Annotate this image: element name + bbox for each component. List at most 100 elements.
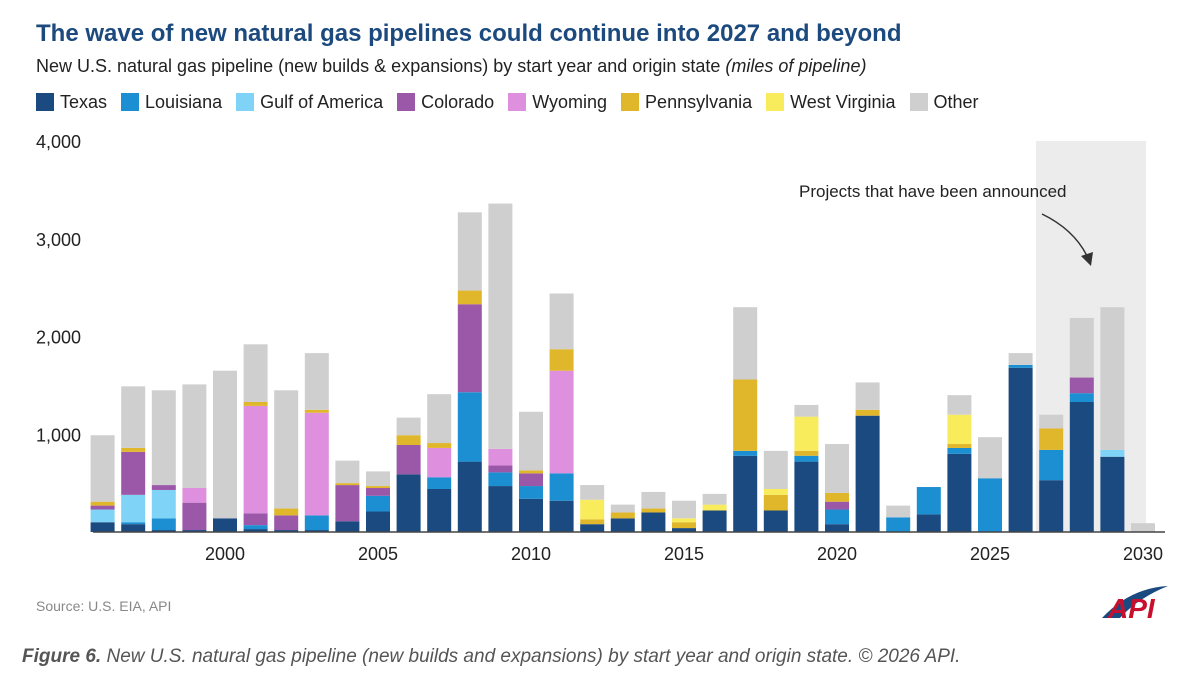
bar-segment-louisiana <box>1008 364 1033 368</box>
bar-segment-other <box>1069 317 1094 378</box>
bar-segment-other <box>274 390 299 509</box>
bar-segment-texas <box>396 474 421 532</box>
bar-segment-texas <box>274 530 299 532</box>
legend-swatch <box>236 93 255 111</box>
bar-segment-other <box>947 395 972 415</box>
bar-segment-other <box>702 493 727 505</box>
annotation-label: Projects that have been announced <box>799 182 1066 201</box>
bar-segment-wyoming <box>243 405 268 514</box>
bar-segment-gulf-of-america <box>90 509 115 523</box>
chart-legend: Texas Louisiana Gulf of America Colorado Wyo… <box>36 90 993 114</box>
bar-segment-texas <box>335 521 360 532</box>
bar-segment-other <box>366 471 390 487</box>
bar-segment-other <box>213 370 237 519</box>
bar-segment-other <box>886 505 911 518</box>
bar-segment-louisiana <box>733 450 758 456</box>
bar-segment-other <box>733 307 758 380</box>
bar-segment-texas <box>121 524 146 532</box>
bar-segment-gulf-of-america <box>1100 449 1125 457</box>
bar-segment-colorado <box>1069 377 1094 394</box>
legend-swatch <box>121 93 140 111</box>
bar-segment-texas <box>672 528 696 532</box>
bar-segment-texas <box>549 500 574 532</box>
bar-segment-other <box>763 450 788 489</box>
bar-segment-pennsylvania <box>947 444 972 448</box>
bar-segment-west-virginia <box>947 414 972 445</box>
bar-segment-gulf-of-america <box>151 489 176 519</box>
bar-segment-louisiana <box>366 495 390 512</box>
x-tick-label: 2000 <box>205 544 245 564</box>
legend-item: Gulf of America <box>236 92 383 113</box>
x-tick-label: 2030 <box>1123 544 1163 564</box>
bar-segment-colorado <box>182 502 207 531</box>
bar-segment-texas <box>90 522 115 532</box>
legend-swatch <box>397 93 416 111</box>
bar-segment-pennsylvania <box>90 501 115 506</box>
bar-segment-pennsylvania <box>855 409 880 416</box>
bar-segment-other <box>427 394 452 444</box>
legend-swatch <box>909 93 928 111</box>
bar-segment-louisiana <box>151 518 176 531</box>
legend-item: Louisiana <box>121 92 222 113</box>
bar-segment-pennsylvania <box>733 379 758 451</box>
bar-segment-other <box>1100 307 1125 450</box>
bar-segment-colorado <box>243 513 268 526</box>
bar-segment-pennsylvania <box>549 349 574 371</box>
legend-swatch <box>508 93 527 111</box>
bar-segment-wyoming <box>549 370 574 474</box>
annotation-arrowhead <box>1081 252 1093 266</box>
bar-segment-other <box>182 384 207 489</box>
bar-segment-louisiana <box>549 473 574 501</box>
bar-segment-texas <box>1008 367 1033 532</box>
bar-segment-louisiana <box>519 486 543 499</box>
bar-segment-louisiana <box>488 472 513 487</box>
bar-segment-other <box>90 435 115 502</box>
figure-caption: Figure 6. New U.S. natural gas pipeline … <box>22 646 960 668</box>
legend-swatch <box>36 93 54 111</box>
legend-swatch <box>621 93 640 111</box>
bar-segment-texas <box>519 498 543 532</box>
bar-segment-other <box>855 382 880 410</box>
bar-segment-pennsylvania <box>672 522 696 529</box>
bar-segment-louisiana <box>916 487 941 515</box>
bar-segment-gulf-of-america <box>121 494 146 523</box>
bar-segment-texas <box>794 461 819 532</box>
bar-segment-louisiana <box>1069 393 1094 402</box>
bar-segment-pennsylvania <box>396 435 421 446</box>
annotation-arrow <box>1041 213 1089 259</box>
bar-segment-louisiana <box>947 447 972 454</box>
legend-label: West Virginia <box>790 91 896 112</box>
bar-segment-texas <box>304 530 329 532</box>
bar-segment-texas <box>641 512 666 532</box>
bar-segment-pennsylvania <box>274 508 299 516</box>
bar-segment-west-virginia <box>580 499 605 520</box>
bar-segment-colorado <box>519 473 543 487</box>
bar-segment-other <box>549 293 574 350</box>
bar-segment-texas <box>457 461 482 532</box>
bar-segment-louisiana <box>243 525 268 530</box>
bar-segment-louisiana <box>427 477 452 489</box>
bar-segment-west-virginia <box>672 518 696 523</box>
bar-segment-other <box>304 353 329 410</box>
legend-item: West Virginia <box>766 91 896 113</box>
x-tick-label: 2005 <box>358 544 398 564</box>
caption-text: New U.S. natural gas pipeline (new build… <box>101 646 961 667</box>
bar-segment-pennsylvania <box>825 492 849 502</box>
chart-subtitle: New U.S. natural gas pipeline (new build… <box>36 56 866 77</box>
bar-segment-colorado <box>90 505 115 510</box>
bar-segment-texas <box>580 524 605 532</box>
bar-segment-colorado <box>396 445 421 475</box>
legend-item: Colorado <box>397 92 494 113</box>
legend-label: Pennsylvania <box>645 91 753 112</box>
legend-label: Texas <box>60 91 108 112</box>
bar-segment-louisiana <box>978 478 1002 532</box>
bar-segment-texas <box>916 514 941 532</box>
bar-segment-west-virginia <box>794 416 819 451</box>
bar-segment-other <box>396 417 421 436</box>
bar-segment-pennsylvania <box>457 290 482 305</box>
legend-label: Louisiana <box>145 91 223 112</box>
bar-segment-texas <box>1100 456 1125 532</box>
bar-segment-texas <box>1039 480 1064 532</box>
bar-segment-pennsylvania <box>763 494 788 511</box>
